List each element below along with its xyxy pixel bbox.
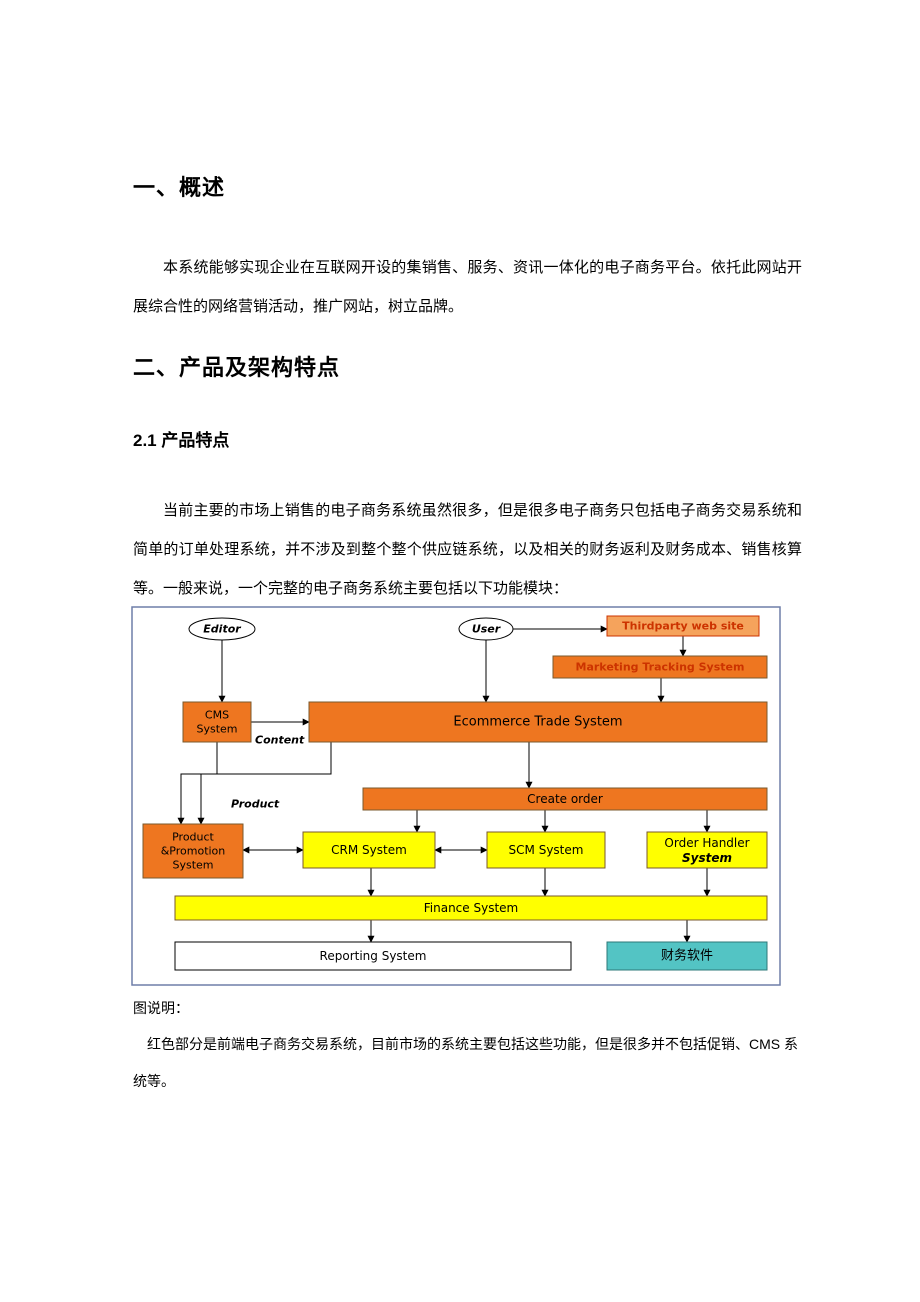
node-editor: Editor [189,618,255,640]
heading-1: 一、概述 [133,170,802,202]
svg-text:Product: Product [231,798,280,811]
node-marketing: Marketing Tracking System [553,656,767,678]
svg-text:CRM System: CRM System [331,843,407,857]
heading-3: 2.1 产品特点 [133,426,802,451]
svg-text:Content: Content [255,734,305,747]
svg-text:Create order: Create order [527,792,603,806]
node-accounting: 财务软件 [607,942,767,970]
svg-text:User: User [472,623,501,636]
node-order_handler: Order HandlerSystem [647,832,767,868]
node-reporting: Reporting System [175,942,571,970]
node-create_order: Create order [363,788,767,810]
svg-text:Order Handler: Order Handler [664,836,749,850]
svg-text:Ecommerce Trade System: Ecommerce Trade System [453,715,622,730]
figure-explanation: 红色部分是前端电子商务交易系统，目前市场的系统主要包括这些功能，但是很多并不包括… [133,1026,802,1099]
document-page: 一、概述 本系统能够实现企业在互联网开设的集销售、服务、资讯一体化的电子商务平台… [0,0,920,1159]
paragraph-features: 当前主要的市场上销售的电子商务系统虽然很多，但是很多电子商务只包括电子商务交易系… [133,491,802,608]
node-ecommerce: Ecommerce Trade System [309,702,767,742]
node-product_promo: Product&PromotionSystem [143,824,243,878]
node-scm: SCM System [487,832,605,868]
svg-text:&Promotion: &Promotion [161,845,226,858]
svg-text:System: System [196,723,237,736]
node-user: User [459,618,513,640]
figure-caption: 图说明： [133,990,802,1026]
node-finance: Finance System [175,896,767,920]
architecture-diagram: Editor User Thirdparty web site Marketing T… [131,606,781,986]
node-thirdparty: Thirdparty web site [607,616,759,636]
svg-text:CMS: CMS [205,709,229,722]
svg-text:Editor: Editor [203,623,241,636]
svg-text:Marketing Tracking System: Marketing Tracking System [576,661,745,674]
svg-text:Finance System: Finance System [424,901,518,915]
svg-text:财务软件: 财务软件 [661,948,713,964]
node-content_lbl: Content [255,734,305,747]
heading-2: 二、产品及架构特点 [133,350,802,382]
svg-text:Product: Product [172,831,214,844]
paragraph-overview: 本系统能够实现企业在互联网开设的集销售、服务、资讯一体化的电子商务平台。依托此网… [133,248,802,326]
svg-text:System: System [172,859,213,872]
node-cms: CMSSystem [183,702,251,742]
node-product_lbl: Product [231,798,280,811]
node-crm: CRM System [303,832,435,868]
svg-text:System: System [682,851,732,865]
svg-text:Thirdparty web site: Thirdparty web site [622,620,744,633]
svg-text:Reporting System: Reporting System [320,949,427,963]
svg-text:SCM System: SCM System [509,843,584,857]
